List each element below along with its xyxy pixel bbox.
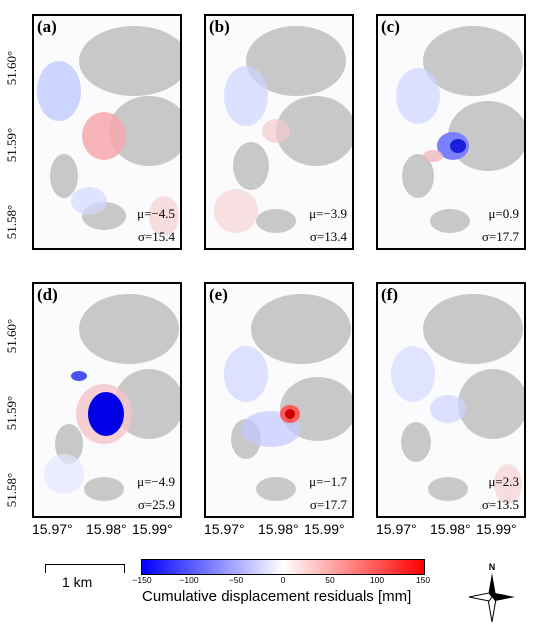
colorbar-tick: −50	[228, 575, 244, 585]
residual-map	[44, 294, 180, 501]
std-value: σ=25.9	[137, 497, 175, 512]
mean-value: μ=−4.9	[137, 474, 175, 489]
mean-value: μ=−4.5	[137, 206, 175, 221]
colorbar-tick: −100	[179, 575, 199, 585]
lon-tick-label: 15.98°	[258, 521, 299, 537]
std-value: σ=17.7	[481, 229, 519, 244]
lat-tick-label: 51.59°	[4, 127, 19, 163]
lat-tick-label: 51.60°	[4, 318, 19, 354]
colorbar-tick: −150	[132, 575, 152, 585]
residual-map	[391, 294, 524, 504]
panel-d: (d) μ=−4.9 σ=25.9	[32, 282, 182, 518]
residual-map	[224, 294, 352, 501]
mean-value: μ=2.3	[488, 474, 519, 489]
map-frame	[204, 14, 354, 250]
map-frame	[32, 282, 182, 518]
map-frame	[32, 14, 182, 250]
lon-tick-label: 15.99°	[304, 521, 345, 537]
map-frame	[376, 282, 526, 518]
north-arrow: N	[465, 560, 519, 627]
mean-value: μ=−1.7	[309, 474, 347, 489]
colorbar-tick: 150	[415, 575, 431, 585]
mean-value: μ=−3.9	[309, 206, 347, 221]
panel-c: (c) μ=0.9 σ=17.7	[376, 14, 526, 250]
panel-e: (e) μ=−1.7 σ=17.7	[204, 282, 354, 518]
panel-a: (a) μ=−4.5 σ=15.4	[32, 14, 182, 250]
panel-label: (c)	[381, 17, 400, 36]
mean-value: μ=0.9	[488, 206, 519, 221]
lon-tick-label: 15.98°	[430, 521, 471, 537]
lat-tick-label: 51.59°	[4, 395, 19, 431]
panel-label: (b)	[209, 17, 230, 36]
std-value: σ=17.7	[309, 497, 347, 512]
lon-tick-label: 15.99°	[132, 521, 173, 537]
colorbar-tick: 100	[369, 575, 385, 585]
residual-map	[396, 26, 524, 233]
std-value: σ=13.5	[481, 497, 519, 512]
map-frame	[204, 282, 354, 518]
residual-map	[37, 26, 180, 236]
std-value: σ=15.4	[137, 229, 175, 244]
panel-label: (d)	[37, 285, 58, 304]
panel-label: (e)	[209, 285, 228, 304]
lat-tick-label: 51.58°	[4, 204, 19, 240]
colorbar-tick: 0	[280, 575, 286, 585]
colorbar-title: Cumulative displacement residuals [mm]	[142, 588, 412, 605]
colorbar	[141, 559, 425, 575]
panel-b: (b) μ=−3.9 σ=13.4	[204, 14, 354, 250]
panel-label: (a)	[37, 17, 57, 36]
residual-map	[214, 26, 352, 233]
north-label: N	[489, 562, 496, 572]
std-value: σ=13.4	[309, 229, 347, 244]
map-frame	[376, 14, 526, 250]
colorbar-tick: 50	[325, 575, 335, 585]
lon-tick-label: 15.97°	[376, 521, 417, 537]
lon-tick-label: 15.97°	[204, 521, 245, 537]
scale-bar	[45, 564, 125, 573]
scale-bar-label: 1 km	[62, 574, 93, 590]
panel-f: (f) μ=2.3 σ=13.5	[376, 282, 526, 518]
lon-tick-label: 15.99°	[476, 521, 517, 537]
lat-tick-label: 51.58°	[4, 472, 19, 508]
panel-label: (f)	[381, 285, 398, 304]
compass-rose-icon: N	[468, 562, 515, 623]
lat-tick-label: 51.60°	[4, 50, 19, 86]
lon-tick-label: 15.98°	[86, 521, 127, 537]
lon-tick-label: 15.97°	[32, 521, 73, 537]
